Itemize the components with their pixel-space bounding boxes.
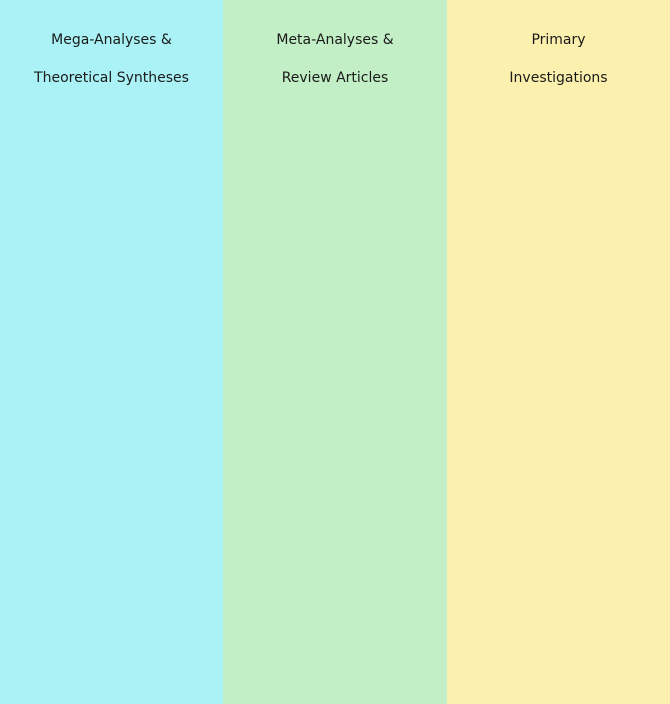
column-meta-analyses: Meta-Analyses & Review Articles bbox=[223, 0, 447, 704]
column-primary-investigations: Primary Investigations bbox=[447, 0, 670, 704]
column-title-line: Review Articles bbox=[281, 70, 389, 86]
column-title: Mega-Analyses & Theoretical Syntheses bbox=[0, 12, 223, 107]
column-title-line: Mega-Analyses & bbox=[51, 32, 172, 48]
column-title: Meta-Analyses & Review Articles bbox=[223, 12, 447, 107]
column-title-line: Meta-Analyses & bbox=[276, 32, 394, 48]
column-mega-analyses: Mega-Analyses & Theoretical Syntheses bbox=[0, 0, 223, 704]
column-title-line: Investigations bbox=[509, 70, 608, 86]
column-title-line: Primary bbox=[531, 32, 586, 48]
column-title-line: Theoretical Syntheses bbox=[34, 70, 189, 86]
column-title: Primary Investigations bbox=[447, 12, 670, 107]
